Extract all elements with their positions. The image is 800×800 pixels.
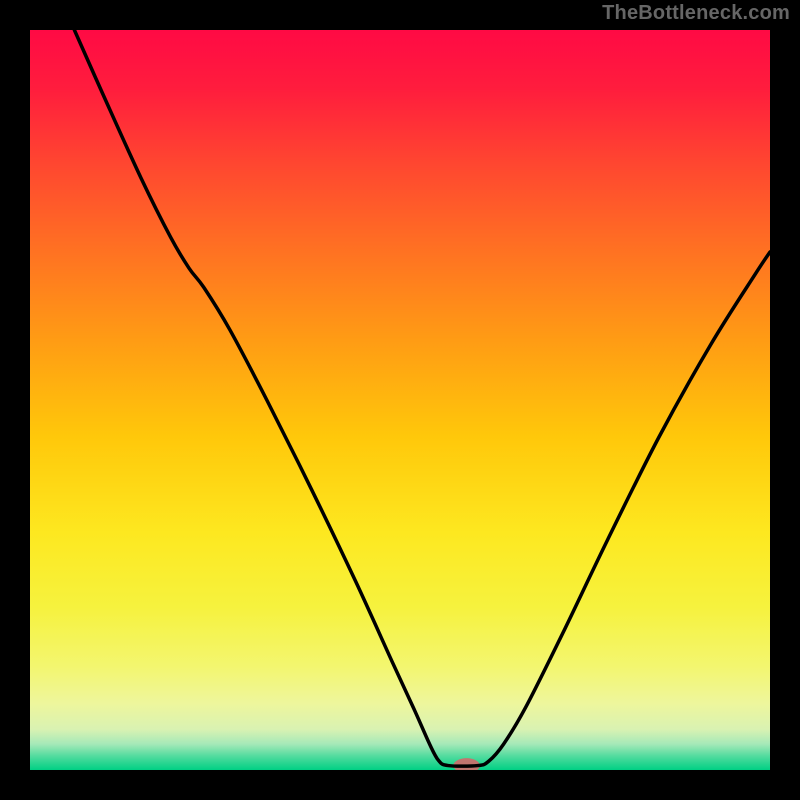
chart-container: TheBottleneck.com <box>0 0 800 800</box>
plot-area <box>30 30 770 770</box>
chart-svg <box>30 30 770 770</box>
watermark-label: TheBottleneck.com <box>602 2 790 25</box>
gradient-background <box>30 30 770 770</box>
